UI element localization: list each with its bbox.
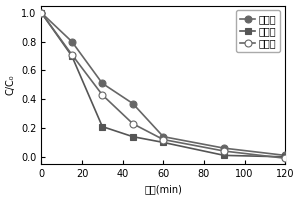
六价醐 <box>40 12 43 14</box>
二价铜 <box>284 157 287 159</box>
六价醐 <box>161 141 165 144</box>
二价镖 <box>100 82 104 85</box>
Line: 二价镖: 二价镖 <box>38 9 289 159</box>
六价醐 <box>100 125 104 128</box>
二价铜 <box>161 138 165 141</box>
二价镖 <box>40 12 43 14</box>
二价镖 <box>284 154 287 157</box>
六价醐 <box>284 156 287 158</box>
六价醐 <box>222 154 226 157</box>
Legend: 二价镖, 六价醐, 二价铜: 二价镖, 六价醐, 二价铜 <box>236 10 280 52</box>
二价铜 <box>70 53 74 56</box>
X-axis label: 时间(min): 时间(min) <box>144 184 182 194</box>
六价醐 <box>131 135 135 138</box>
二价镖 <box>70 40 74 43</box>
二价镖 <box>161 135 165 138</box>
二价铜 <box>222 150 226 152</box>
Line: 六价醐: 六价醐 <box>38 9 289 160</box>
二价铜 <box>131 122 135 125</box>
二价铜 <box>40 12 43 14</box>
Y-axis label: C/C₀: C/C₀ <box>6 74 16 95</box>
二价镖 <box>222 147 226 149</box>
六价醐 <box>70 55 74 57</box>
二价铜 <box>100 94 104 96</box>
二价镖 <box>131 102 135 105</box>
Line: 二价铜: 二价铜 <box>38 9 289 162</box>
